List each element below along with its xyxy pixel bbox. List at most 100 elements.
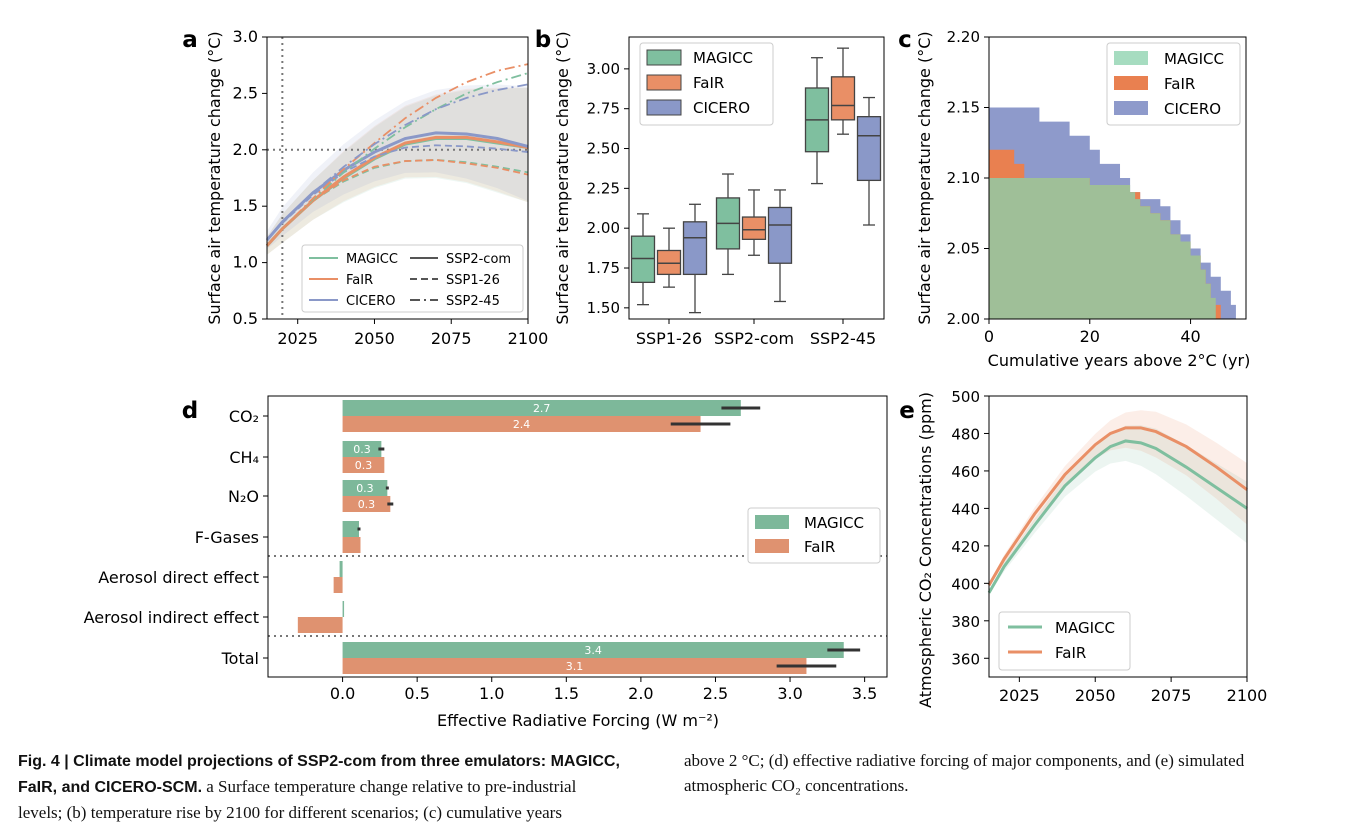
box-cicero-ssp2-com	[767, 189, 793, 303]
legend-label-fair: FaIR	[1164, 75, 1195, 93]
panel-letter-a: a	[182, 27, 198, 53]
y-tick-label: 0.5	[233, 309, 258, 328]
y-tick-label: 360	[951, 650, 980, 668]
legend-label-fair: FaIR	[346, 273, 373, 288]
bar-value-label: 3.4	[584, 644, 602, 657]
x-axis-label: Cumulative years above 2°C (yr)	[988, 351, 1251, 370]
x-category-label: SSP2-45	[810, 329, 876, 348]
bar-value-label: 2.7	[533, 402, 551, 415]
y-tick-label: 3.0	[233, 27, 258, 46]
panel-c: 2.00 2.05 2.10 2.15 2.20 0 20 40 Cumulative year…	[898, 27, 1250, 370]
legend-label-magicc: MAGICC	[1055, 619, 1115, 637]
x-tick-label: 1.0	[479, 684, 504, 703]
legend-swatch-magicc	[1114, 51, 1148, 65]
box-fair-ssp2-com	[741, 189, 767, 256]
y-axis-label: Surface air temperature change (°C)	[205, 31, 224, 324]
y-tick-label: 3.00	[587, 60, 620, 78]
bar-value-label: 0.3	[356, 482, 374, 495]
x-category-label: SSP2-com	[714, 329, 794, 348]
bar-magicc-2	[342, 480, 388, 496]
figure-caption-right: above 2 °C; (d) effective radiative forc…	[684, 748, 1344, 798]
panel-e: 360 380 400 420 440 460 480 500 2025 2050 2075 2100…	[899, 388, 1267, 708]
series-fair	[987, 426, 1248, 586]
x-tick-label: 20	[1080, 327, 1100, 346]
y-tick-label: 2.15	[947, 99, 980, 117]
y-axis-label: Atmospheric CO₂ Concentrations (ppm)	[916, 392, 935, 708]
y-tick-label: 500	[951, 388, 980, 406]
x-tick-label: 2100	[1227, 686, 1268, 705]
bar-fair-0	[342, 416, 701, 432]
x-tick-label: 2050	[354, 329, 395, 348]
legend-swatch-magicc	[646, 49, 682, 66]
bar-magicc-4	[339, 561, 343, 577]
legend-label-cicero: CICERO	[693, 99, 750, 117]
x-tick-label: 2.0	[628, 684, 653, 703]
legend-label-cicero: CICERO	[1164, 100, 1221, 118]
legend-swatch-cicero	[1114, 101, 1148, 115]
y-category-label: F-Gases	[195, 528, 259, 547]
y-tick-label: 400	[951, 575, 980, 593]
bar-fair-5	[297, 617, 343, 633]
box-body	[682, 221, 708, 276]
box-magicc-ssp2-45	[804, 57, 830, 185]
bar-value-label: 0.3	[353, 443, 371, 456]
y-category-label: Aerosol indirect effect	[84, 608, 259, 627]
y-tick-label: 2.0	[233, 140, 258, 159]
y-tick-label: 2.25	[587, 179, 620, 197]
box-cicero-ssp2-45	[856, 96, 882, 226]
series-magicc	[987, 439, 1248, 594]
figure-canvas: 0.5 1.0 1.5 2.0 2.5 3.0 2025 2050 2075 2100 Surfac…	[84, 27, 1268, 730]
box-fair-ssp2-45	[830, 47, 856, 135]
box-magicc-ssp2-com	[715, 173, 741, 276]
x-tick-label: 0.0	[330, 684, 355, 703]
x-tick-label: 2050	[1075, 686, 1116, 705]
panel-d: 2.7 0.3 0.3 3.4 2.4 0.3 0.3 3.1 CO₂ CH₄ N₂O F-Gases…	[84, 395, 888, 730]
legend-label-fair: FaIR	[1055, 644, 1086, 662]
x-tick-label: 40	[1180, 327, 1200, 346]
legend-label-magicc: MAGICC	[804, 514, 864, 532]
y-tick-label: 2.00	[587, 219, 620, 237]
y-axis-label: Surface air temperature change (°C)	[553, 31, 572, 324]
panel-letter-e: e	[899, 398, 915, 424]
y-tick-label: 1.5	[233, 196, 258, 215]
box-cicero-ssp1-26	[682, 203, 708, 314]
caption-title-line1: Fig. 4 | Climate model projections of SS…	[18, 753, 620, 770]
legend-swatch-fair	[1114, 76, 1148, 90]
y-tick-label: 2.5	[233, 83, 258, 102]
y-tick-label: 1.75	[587, 259, 620, 277]
y-tick-label: 460	[951, 463, 980, 481]
x-tick-label: 2025	[999, 686, 1040, 705]
series-fair-ssp1-26	[266, 159, 529, 247]
caption-right-text-1: above 2 °C; (d) effective radiative forc…	[684, 751, 1245, 770]
legend-label-ssp2-com: SSP2-com	[446, 252, 511, 267]
bar-magicc-6	[342, 642, 844, 658]
bar-magicc-1	[342, 441, 382, 457]
y-tick-label: 2.10	[947, 169, 980, 187]
x-tick-label: 2075	[1151, 686, 1192, 705]
legend-label-magicc: MAGICC	[346, 252, 398, 267]
area-magicc	[989, 178, 1216, 319]
bar-fair-3	[342, 537, 361, 553]
y-axis-label: Surface air temperature change (°C)	[915, 31, 934, 324]
box-fair-ssp1-26	[656, 227, 682, 288]
legend-swatch-magicc	[755, 515, 789, 529]
y-tick-label: 2.20	[947, 28, 980, 46]
y-category-label: N₂O	[228, 487, 259, 506]
y-tick-label: 1.50	[587, 299, 620, 317]
box-magicc-ssp1-26	[630, 213, 656, 306]
panel-e-frame	[988, 395, 1248, 678]
y-category-label: Aerosol direct effect	[98, 568, 259, 587]
series-cicero-ssp2-45	[266, 83, 529, 241]
box-body	[830, 76, 856, 121]
y-tick-label: 1.0	[233, 253, 258, 272]
legend-label-fair: FaIR	[804, 538, 835, 556]
y-tick-label: 2.50	[587, 140, 620, 158]
legend-label-magicc: MAGICC	[693, 49, 753, 67]
legend-swatch-fair	[646, 74, 682, 91]
y-category-label: CO₂	[229, 407, 259, 426]
x-category-label: SSP1-26	[636, 329, 702, 348]
x-tick-label: 2075	[431, 329, 472, 348]
box-body	[741, 216, 767, 240]
y-category-label: Total	[221, 649, 259, 668]
legend-label-ssp2-45: SSP2-45	[446, 294, 500, 309]
